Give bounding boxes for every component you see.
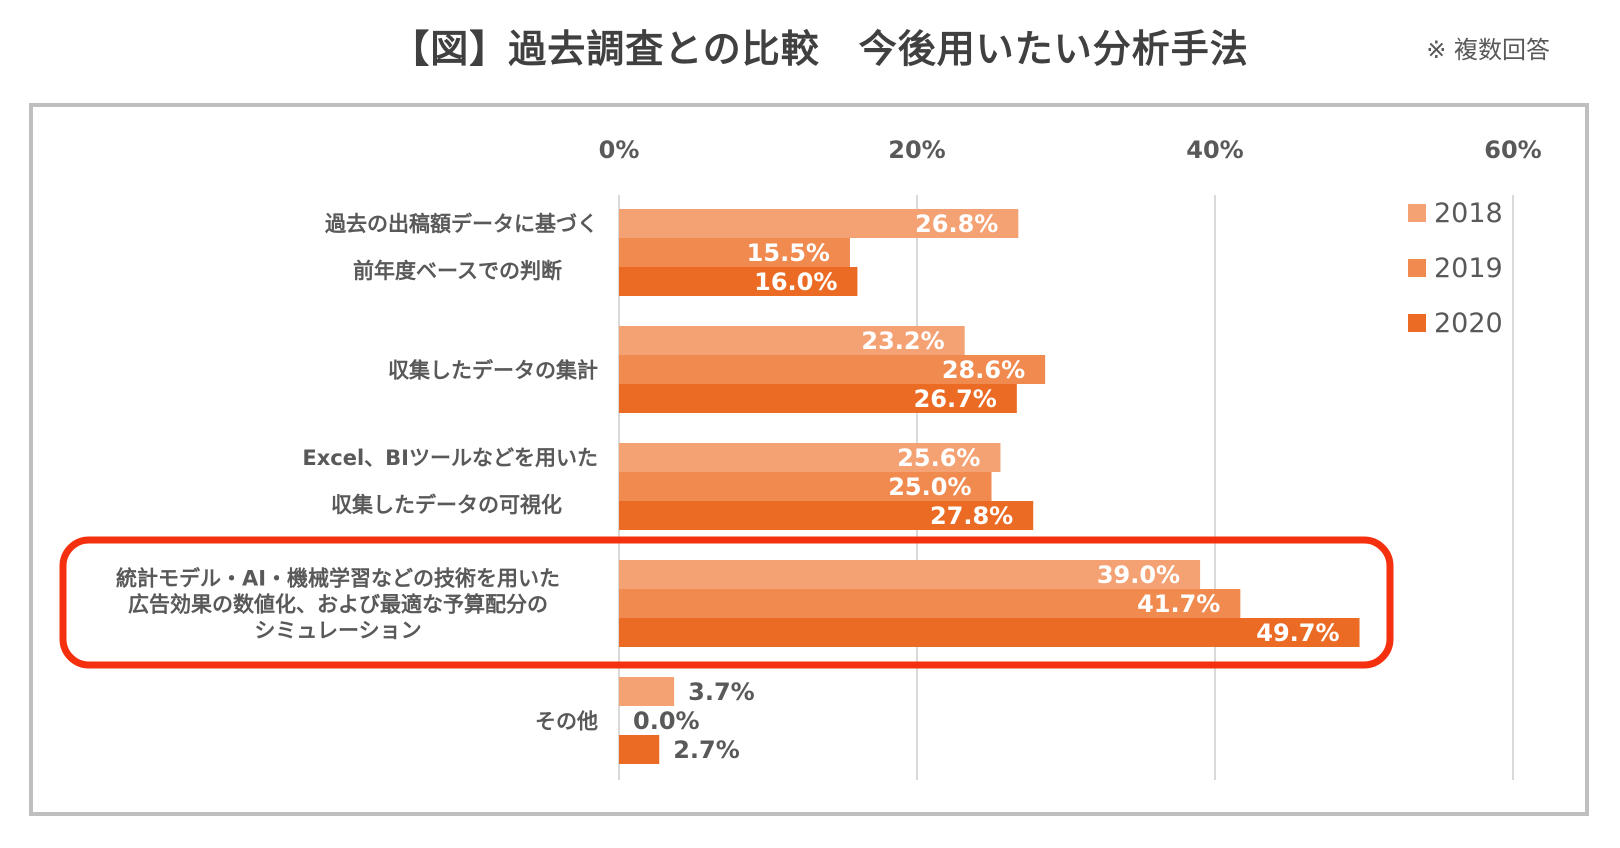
bar-2020 <box>619 384 1017 413</box>
category-label: シミュレーション <box>254 619 421 643</box>
data-label: 49.7% <box>1256 619 1339 647</box>
data-label: 16.0% <box>754 268 837 296</box>
highlight-box <box>59 536 1394 669</box>
bar-2018 <box>619 443 1001 472</box>
legend-swatch-2019 <box>1408 259 1426 277</box>
bar-2019 <box>619 589 1241 618</box>
legend-label: 2019 <box>1434 253 1503 284</box>
category-label: 広告効果の数値化、および最適な予算配分の <box>128 593 548 617</box>
bar-2020 <box>619 501 1034 530</box>
bar-2019 <box>619 472 992 501</box>
bar-2020 <box>619 267 858 296</box>
bar-2019 <box>619 355 1046 384</box>
x-tick-label: 40% <box>1186 136 1243 164</box>
x-tick-label: 20% <box>888 136 945 164</box>
data-label: 26.7% <box>914 385 997 413</box>
data-label: 27.8% <box>930 502 1013 530</box>
bar-2020 <box>619 735 660 764</box>
data-label: 25.6% <box>897 444 980 472</box>
legend-label: 2020 <box>1434 308 1503 339</box>
bar-2018 <box>619 209 1019 238</box>
category-label: 統計モデル・AI・機械学習などの技術を用いた <box>116 567 560 591</box>
legend-label: 2018 <box>1434 198 1503 229</box>
category-label: 収集したデータの集計 <box>388 359 598 383</box>
data-label: 15.5% <box>747 239 830 267</box>
data-label: 23.2% <box>861 327 944 355</box>
category-label: その他 <box>535 710 598 734</box>
data-label: 0.0% <box>633 707 700 735</box>
category-label: Excel、BIツールなどを用いた <box>302 446 598 470</box>
bar-2020 <box>619 618 1360 647</box>
multiple-answer-note: ※ 複数回答 <box>1426 36 1550 64</box>
legend-swatch-2020 <box>1408 314 1426 332</box>
bar-2019 <box>619 238 850 267</box>
chart-title: 【図】過去調査との比較 今後用いたい分析手法 <box>391 27 1249 71</box>
legend-swatch-2018 <box>1408 204 1426 222</box>
x-tick-label: 0% <box>599 136 640 164</box>
data-label: 25.0% <box>888 473 971 501</box>
data-label: 26.8% <box>915 210 998 238</box>
data-label: 2.7% <box>673 736 740 764</box>
category-label: 前年度ベースでの判断 <box>353 259 562 283</box>
bar-2018 <box>619 560 1201 589</box>
x-tick-label: 60% <box>1484 136 1541 164</box>
bar-2018 <box>619 677 675 706</box>
data-label: 3.7% <box>688 678 755 706</box>
data-label: 41.7% <box>1137 590 1220 618</box>
category-label: 過去の出稿額データに基づく <box>325 212 598 236</box>
data-label: 39.0% <box>1097 561 1180 589</box>
data-label: 28.6% <box>942 356 1025 384</box>
category-label: 収集したデータの可視化 <box>331 493 562 517</box>
bar-2018 <box>619 326 965 355</box>
chart-frame <box>29 103 1589 816</box>
